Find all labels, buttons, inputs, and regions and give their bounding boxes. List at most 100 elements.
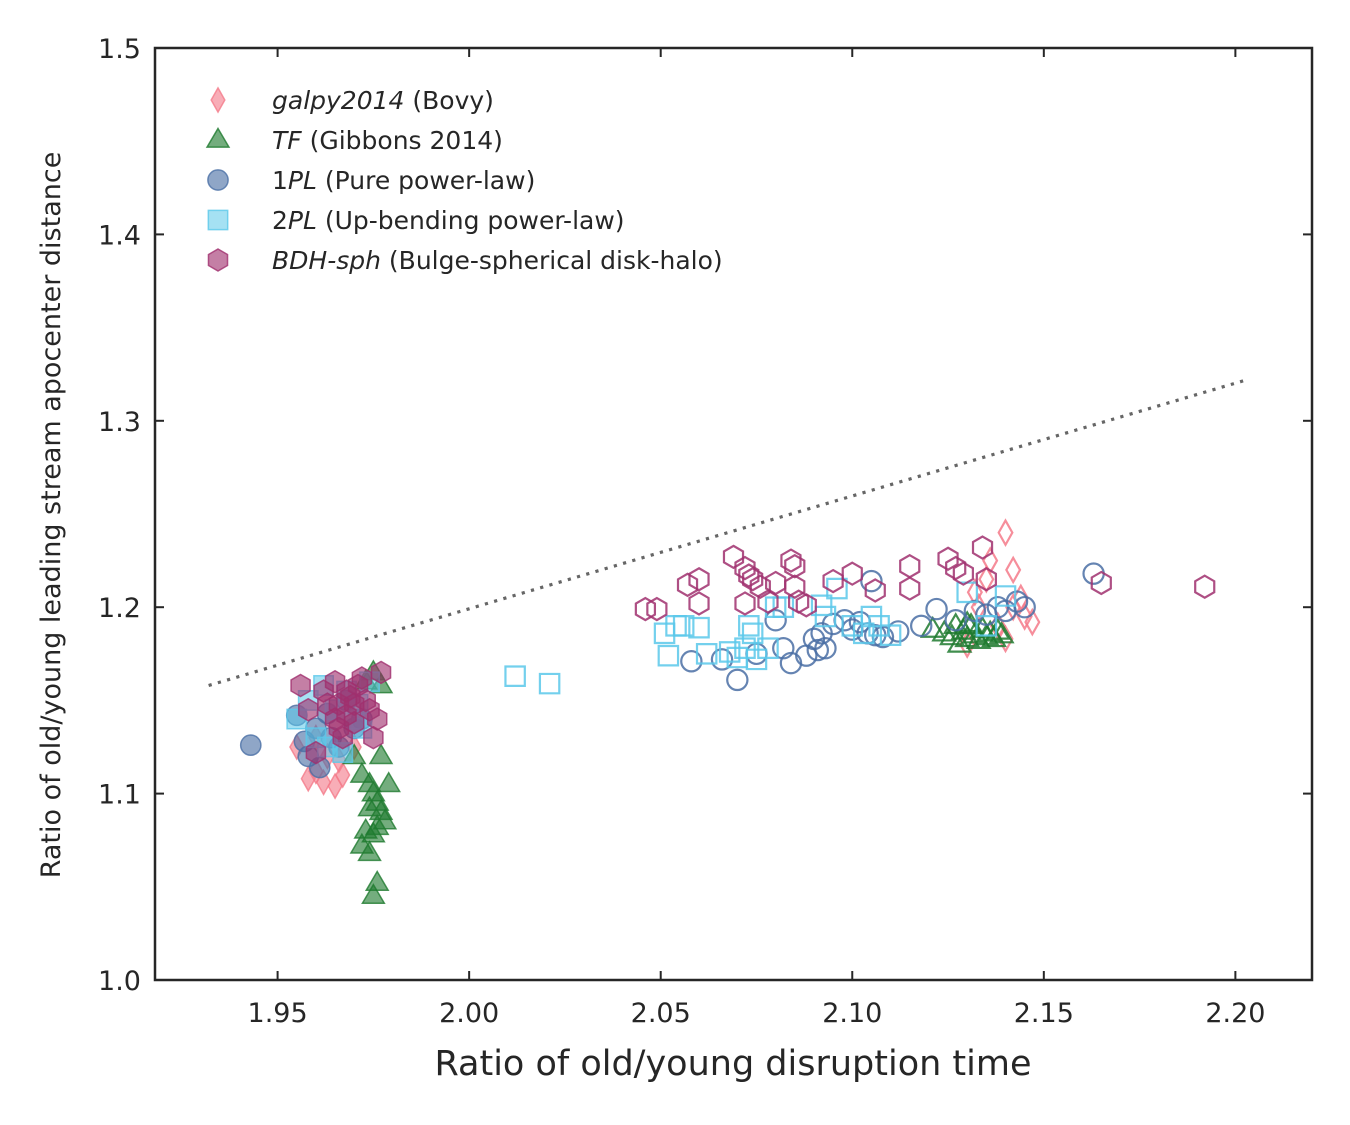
- data-point: [814, 636, 837, 660]
- data-point: [965, 627, 992, 650]
- legend-marker: [210, 86, 226, 114]
- y-tick-label: 1.5: [98, 34, 141, 65]
- legend-label: 2PL (Up-bending power-law): [272, 206, 625, 235]
- series-bdh-sph: [290, 535, 1216, 765]
- legend-entry: 1PL (Pure power-law): [207, 166, 535, 195]
- data-point: [305, 740, 327, 765]
- data-point: [297, 697, 319, 722]
- data-point: [680, 650, 703, 673]
- legend-marker: [205, 126, 231, 148]
- data-point: [688, 616, 710, 639]
- data-point: [795, 593, 817, 618]
- data-point: [971, 535, 994, 560]
- data-point: [734, 555, 756, 581]
- plot-frame: [153, 46, 1314, 982]
- legend-entry: 2PL (Up-bending power-law): [207, 206, 625, 235]
- data-points-layer: [239, 518, 1216, 905]
- data-point: [963, 599, 987, 623]
- data-point: [364, 814, 390, 836]
- legend-entry: BDH-sph (Bulge-spherical disk-halo): [207, 246, 723, 275]
- y-tick-label: 1.3: [98, 407, 141, 438]
- data-point: [734, 591, 756, 616]
- data-point: [937, 546, 959, 572]
- data-point: [676, 572, 699, 598]
- data-point: [864, 578, 886, 603]
- data-point: [538, 672, 561, 695]
- x-tick-label: 1.95: [248, 998, 308, 1029]
- data-point: [966, 577, 983, 607]
- data-point: [749, 574, 771, 599]
- data-point: [784, 574, 806, 599]
- x-axis-label: Ratio of old/young disruption time: [434, 1044, 1031, 1084]
- data-point: [239, 734, 262, 757]
- data-point: [688, 591, 710, 616]
- data-point: [363, 725, 384, 750]
- data-point: [376, 771, 401, 793]
- data-point: [860, 569, 883, 593]
- data-point: [810, 594, 833, 617]
- legend-marker: [207, 248, 229, 272]
- data-point: [975, 615, 998, 637]
- legend-entry: TF (Gibbons 2014): [205, 126, 503, 155]
- data-point: [726, 668, 749, 692]
- data-point: [336, 679, 357, 703]
- data-point: [899, 576, 921, 601]
- data-point: [357, 840, 382, 862]
- data-point: [784, 553, 806, 579]
- x-tick-label: 2.00: [439, 998, 499, 1029]
- data-point: [357, 795, 382, 817]
- legend-marker: [207, 209, 229, 231]
- legend-marker: [207, 169, 229, 191]
- data-point: [1005, 590, 1029, 613]
- legend-label: BDH-sph (Bulge-spherical disk-halo): [272, 246, 723, 275]
- data-point: [1005, 555, 1022, 585]
- data-point: [368, 743, 394, 765]
- data-point: [997, 518, 1014, 547]
- data-point: [1005, 592, 1022, 622]
- legend-label: 1PL (Pure power-law): [272, 166, 535, 195]
- legend-label: galpy2014 (Bovy): [272, 86, 494, 115]
- data-point: [757, 589, 779, 614]
- data-point: [710, 648, 734, 671]
- axes: 1.95 2.00 2.05 2.10 2.15 2.20 1.0 1.1 1.2 1.3 1.4 1…: [98, 34, 1314, 1029]
- data-point: [657, 644, 680, 667]
- data-point: [1013, 595, 1036, 619]
- data-point: [738, 563, 760, 588]
- data-point: [841, 615, 864, 637]
- x-tick-label: 2.20: [1205, 998, 1265, 1029]
- data-point: [772, 636, 795, 660]
- data-point: [1194, 574, 1216, 599]
- data-point: [944, 609, 967, 632]
- data-point: [290, 673, 311, 698]
- y-axis-label: Ratio of old/young leading stream apocen…: [36, 152, 67, 879]
- y-tick-label: 1.0: [98, 966, 141, 997]
- x-tick-label: 2.05: [631, 998, 691, 1029]
- data-point: [504, 665, 526, 687]
- data-point: [852, 622, 875, 645]
- data-point: [919, 615, 946, 638]
- data-point: [879, 624, 902, 646]
- data-point: [841, 561, 863, 586]
- data-point: [765, 570, 787, 596]
- data-point: [952, 561, 974, 586]
- legend-entry: galpy2014 (Bovy): [210, 86, 494, 115]
- data-point: [757, 637, 779, 659]
- data-point: [742, 566, 764, 592]
- y-tick-label: 1.1: [98, 780, 141, 811]
- data-point: [738, 615, 760, 637]
- data-point: [826, 577, 848, 600]
- data-point: [1016, 602, 1033, 631]
- data-point: [956, 581, 978, 604]
- data-point: [806, 638, 830, 662]
- data-point: [997, 624, 1014, 654]
- data-point: [868, 615, 890, 637]
- data-point: [734, 637, 756, 659]
- y-tick-label: 1.4: [98, 220, 141, 251]
- legend-label: TF (Gibbons 2014): [272, 126, 503, 155]
- data-point: [975, 566, 997, 592]
- data-point: [1090, 570, 1112, 596]
- data-point: [718, 641, 741, 663]
- data-point: [745, 648, 768, 671]
